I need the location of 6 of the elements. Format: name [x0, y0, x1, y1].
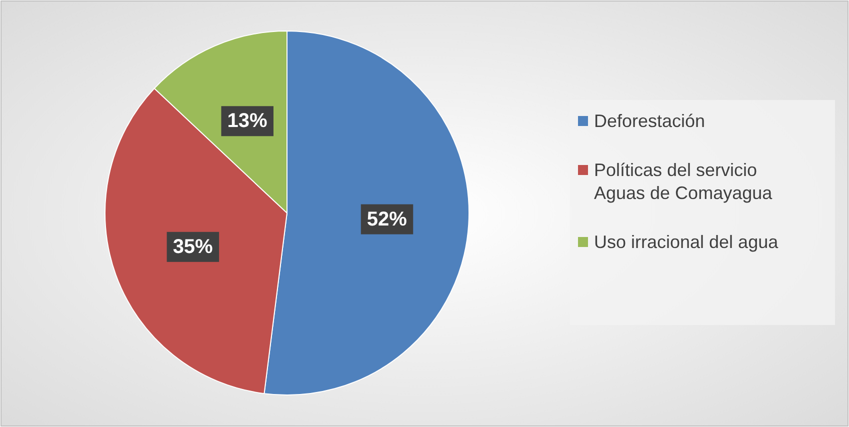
data-label: 13%: [227, 110, 268, 132]
slice-label: Deforestación: [594, 111, 706, 131]
data-label: 35%: [172, 236, 214, 258]
legend-label: Políticas del servicio Aguas de Comayagua: [594, 160, 774, 203]
legend-label: Uso irracional del agua: [594, 232, 780, 252]
data-label: 52%: [366, 208, 408, 230]
